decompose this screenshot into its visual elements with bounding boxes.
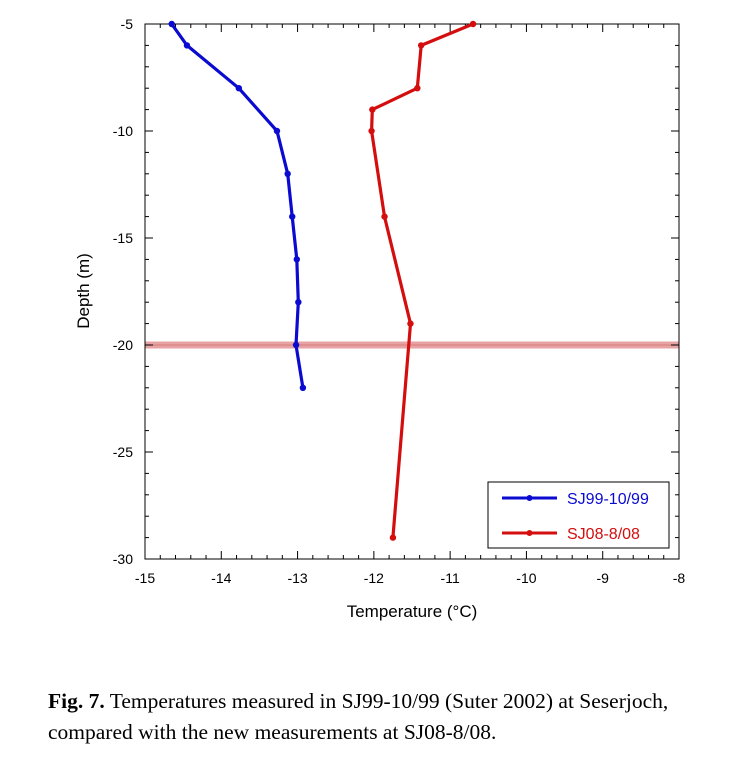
legend-label-sj08-8-08: SJ08-8/08 <box>567 526 640 543</box>
temperature-depth-chart: -15 -14 -13 -12 -11 -10 -9 -8-5-10-15-20-25-30 … <box>74 16 686 621</box>
data-point-sj99-10-99 <box>183 42 191 49</box>
data-point-sj08-8-08 <box>389 534 397 541</box>
y-tick-label: -15 <box>113 230 133 246</box>
caption-text: Temperatures measured in SJ99-10/99 (Sut… <box>48 689 669 744</box>
data-point-sj99-10-99 <box>292 341 300 349</box>
data-point-sj08-8-08 <box>368 127 375 135</box>
data-point-sj08-8-08 <box>417 42 425 49</box>
data-point-sj99-10-99 <box>284 170 291 177</box>
data-point-sj99-10-99 <box>168 20 175 28</box>
legend-marker-sj08-8-08 <box>526 530 533 536</box>
x-tick-label: -13 <box>287 570 307 586</box>
data-point-sj08-8-08 <box>407 320 414 327</box>
y-tick-label: -30 <box>113 551 133 567</box>
y-tick-label: -10 <box>113 123 133 139</box>
y-tick-label: -20 <box>113 337 133 353</box>
legend-marker-sj99-10-99 <box>526 495 533 501</box>
y-tick-label: -25 <box>113 444 133 460</box>
data-point-sj99-10-99 <box>295 299 302 306</box>
data-point-sj99-10-99 <box>235 85 243 92</box>
x-tick-label: -12 <box>364 570 384 586</box>
data-point-sj08-8-08 <box>469 20 477 28</box>
plot-area <box>144 23 680 560</box>
y-tick-label: -5 <box>121 16 134 32</box>
data-point-sj99-10-99 <box>299 384 307 391</box>
x-axis-title: Temperature (°C) <box>347 602 478 621</box>
data-point-sj99-10-99 <box>289 213 296 220</box>
data-point-sj99-10-99 <box>273 127 281 135</box>
data-point-sj08-8-08 <box>381 213 388 220</box>
x-tick-label: -15 <box>135 570 155 586</box>
x-tick-label: -8 <box>673 570 686 586</box>
legend-label-sj99-10-99: SJ99-10/99 <box>567 491 649 508</box>
figure-caption: Fig. 7. Temperatures measured in SJ99-10… <box>48 686 720 748</box>
legend-box <box>487 481 670 549</box>
caption-label: Fig. 7. <box>48 689 105 713</box>
series-line-sj99-10-99 <box>170 22 305 390</box>
x-tick-label: -11 <box>441 570 460 586</box>
series-line-sj08-8-08 <box>370 22 475 540</box>
x-tick-label: -10 <box>516 570 536 586</box>
y-axis-title: Depth (m) <box>74 253 93 329</box>
legend: SJ99-10/99 SJ08-8/08 <box>487 481 670 549</box>
x-tick-label: -14 <box>211 570 231 586</box>
data-point-sj08-8-08 <box>414 85 421 92</box>
data-point-sj08-8-08 <box>369 106 376 113</box>
data-point-sj99-10-99 <box>293 256 301 263</box>
x-tick-label: -9 <box>596 570 609 586</box>
